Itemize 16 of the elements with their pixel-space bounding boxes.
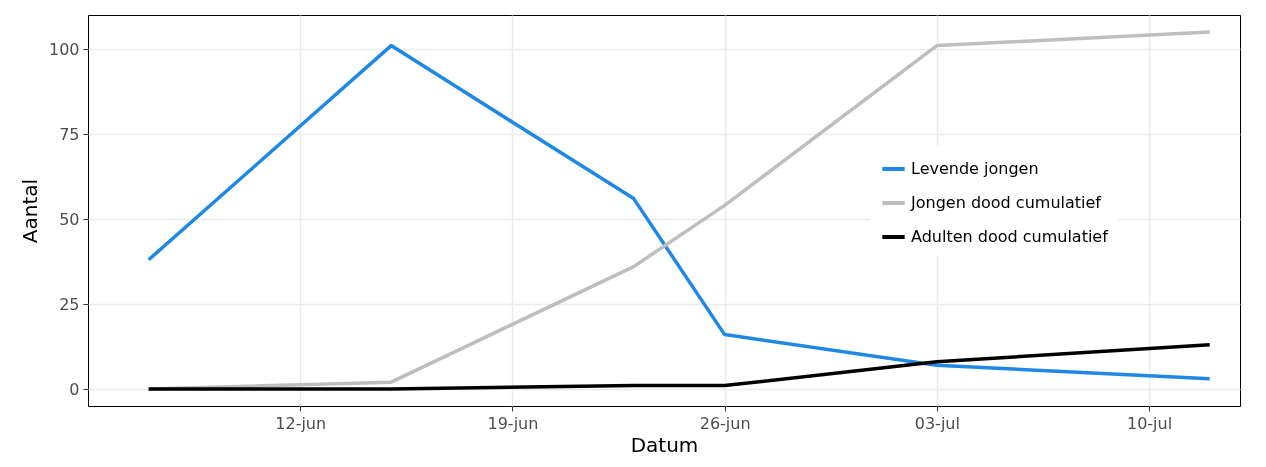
y-tick-label: 25 (59, 294, 80, 314)
y-tick-label: 0 (69, 379, 80, 399)
y-axis-title: Aantal (17, 178, 42, 244)
x-tick-label: 19-jun (487, 413, 539, 433)
y-tick-label: 75 (59, 124, 80, 144)
x-tick-label: 03-jul (914, 413, 960, 433)
x-axis-title: Datum (630, 432, 699, 457)
x-tick-label: 26-jun (699, 413, 751, 433)
line-series (146, 343, 1212, 391)
legend-label: Adulten dood cumulatief (911, 227, 1109, 246)
y-tick-label: 50 (59, 209, 80, 229)
legend-label: Levende jongen (911, 159, 1039, 178)
x-tick-label: 12-jun (275, 413, 327, 433)
legend-label: Jongen dood cumulatief (910, 193, 1102, 212)
y-tick-label: 100 (48, 39, 80, 59)
x-tick-label: 10-jul (1126, 413, 1173, 433)
